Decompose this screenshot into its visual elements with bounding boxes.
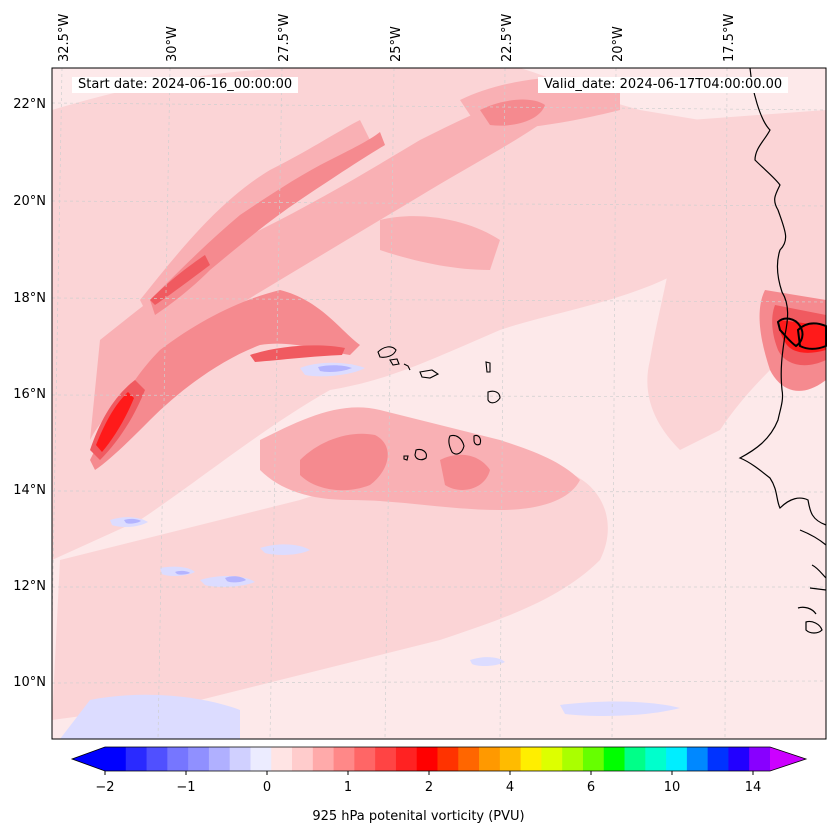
colorbar-swatch [312, 747, 335, 771]
colorbar-swatch [458, 747, 480, 771]
colorbar [70, 746, 808, 775]
colorbar-swatch [395, 747, 418, 771]
colorbar-swatch [208, 747, 231, 771]
colorbar-tick-label: 6 [586, 780, 596, 795]
colorbar-tick-label: 14 [744, 780, 762, 795]
colorbar-over-arrow [770, 747, 806, 771]
colorbar-swatch [188, 747, 210, 771]
colorbar-swatch [479, 747, 501, 771]
colorbar-under-arrow [72, 747, 105, 771]
lon-label-17.5w: 17.5°W [722, 13, 737, 62]
colorbar-swatch [499, 747, 522, 771]
medium-red-areas [90, 99, 826, 491]
lon-label-25w: 25°W [389, 26, 404, 62]
colorbar-swatch [749, 747, 771, 771]
colorbar-tick-label: 4 [505, 780, 515, 795]
colorbar-swatch [354, 747, 376, 771]
lat-label-18n: 18°N [13, 291, 46, 306]
colorbar-swatch [686, 747, 709, 771]
cape-verde-islands [377, 346, 501, 461]
colorbar-title: 925 hPa potenital vorticity (PVU) [312, 809, 525, 824]
lon-label-30w: 30°W [165, 26, 180, 62]
colorbar-tick-label: 1 [343, 780, 353, 795]
lon-label-27.5w: 27.5°W [277, 13, 292, 62]
light-pink-areas [52, 68, 826, 720]
colorbar-swatch [105, 747, 127, 771]
colorbar-swatch [728, 747, 750, 771]
colorbar-swatch [666, 747, 688, 771]
lat-label-16n: 16°N [13, 387, 46, 402]
lat-label-10n: 10°N [13, 675, 46, 690]
colorbar-swatch [520, 747, 542, 771]
graticule [52, 68, 826, 739]
map-frame [51, 67, 827, 740]
colorbar-tick-label: −1 [176, 780, 196, 795]
colorbar-swatch [333, 747, 355, 771]
colorbar-swatch [707, 747, 729, 771]
lon-label-20w: 20°W [611, 26, 626, 62]
colorbar-swatch [229, 747, 251, 771]
lon-label-22.5w: 22.5°W [500, 13, 515, 62]
valid-date-label: Valid_date: 2024-06-17T04:00:00.00 [538, 77, 789, 93]
blue-areas [124, 365, 352, 583]
colorbar-swatch [167, 747, 189, 771]
light-blue-areas [60, 362, 680, 739]
colorbar-swatch [146, 747, 168, 771]
colorbar-swatch [271, 747, 293, 771]
colorbar-tick-label: 10 [663, 780, 681, 795]
colorbar-swatch [250, 747, 272, 771]
colorbar-tick-label: 0 [262, 780, 272, 795]
colorbar-swatch [375, 747, 397, 771]
lat-label-22n: 22°N [13, 97, 46, 112]
colorbar-swatch [541, 747, 563, 771]
colorbar-tick-label: −2 [95, 780, 115, 795]
map-field [52, 68, 826, 739]
colorbar-swatch [125, 747, 148, 771]
lat-label-12n: 12°N [13, 579, 46, 594]
colorbar-swatch [416, 747, 438, 771]
colorbar-swatch [437, 747, 459, 771]
start-date-label: Start date: 2024-06-16_00:00:00 [72, 77, 299, 93]
colorbar-swatch [645, 747, 667, 771]
colorbar-swatch [562, 747, 584, 771]
lat-label-14n: 14°N [13, 483, 46, 498]
colorbar-swatch [582, 747, 605, 771]
colorbar-swatch [603, 747, 626, 771]
lon-label-32.5w: 32.5°W [57, 13, 72, 62]
colorbar-tick-label: 2 [424, 780, 434, 795]
colorbar-swatch [624, 747, 646, 771]
lat-label-20n: 20°N [13, 194, 46, 209]
colorbar-swatch [292, 747, 314, 771]
